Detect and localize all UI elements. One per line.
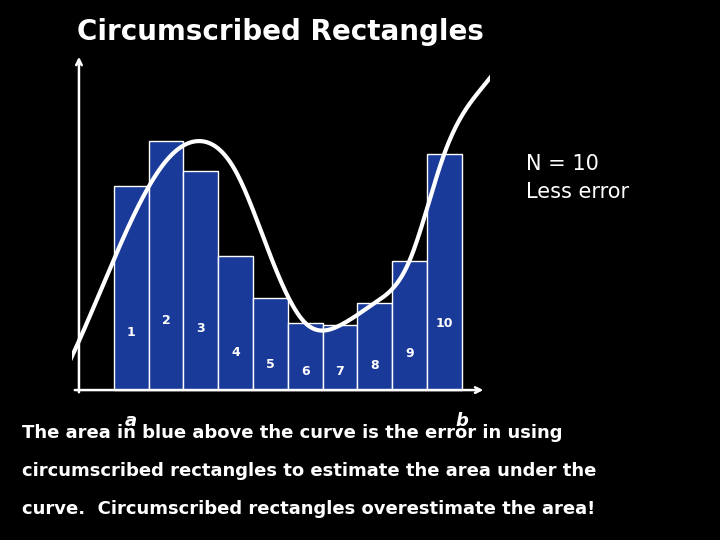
- Bar: [357, 303, 392, 390]
- Bar: [288, 323, 323, 390]
- Text: b: b: [455, 413, 468, 430]
- Text: The area in blue above the curve is the error in using: The area in blue above the curve is the …: [22, 424, 562, 442]
- Bar: [427, 153, 462, 390]
- Text: 10: 10: [436, 318, 453, 330]
- Text: 1: 1: [127, 326, 135, 340]
- Text: 2: 2: [161, 314, 171, 327]
- Text: 5: 5: [266, 358, 275, 371]
- Text: 3: 3: [197, 322, 205, 335]
- Text: N = 10
Less error: N = 10 Less error: [526, 154, 629, 202]
- Bar: [148, 141, 184, 390]
- Text: a: a: [125, 413, 138, 430]
- Bar: [253, 298, 288, 390]
- Bar: [184, 171, 218, 390]
- Text: 8: 8: [371, 359, 379, 372]
- Text: 6: 6: [301, 364, 310, 378]
- Text: circumscribed rectangles to estimate the area under the: circumscribed rectangles to estimate the…: [22, 462, 596, 480]
- Bar: [114, 186, 148, 390]
- Text: 9: 9: [405, 347, 414, 360]
- Text: 4: 4: [231, 346, 240, 359]
- Bar: [218, 255, 253, 390]
- Bar: [323, 325, 357, 390]
- Text: 7: 7: [336, 366, 344, 379]
- Text: curve.  Circumscribed rectangles overestimate the area!: curve. Circumscribed rectangles overesti…: [22, 500, 595, 517]
- Bar: [392, 261, 427, 390]
- Title: Circumscribed Rectangles: Circumscribed Rectangles: [77, 18, 485, 46]
